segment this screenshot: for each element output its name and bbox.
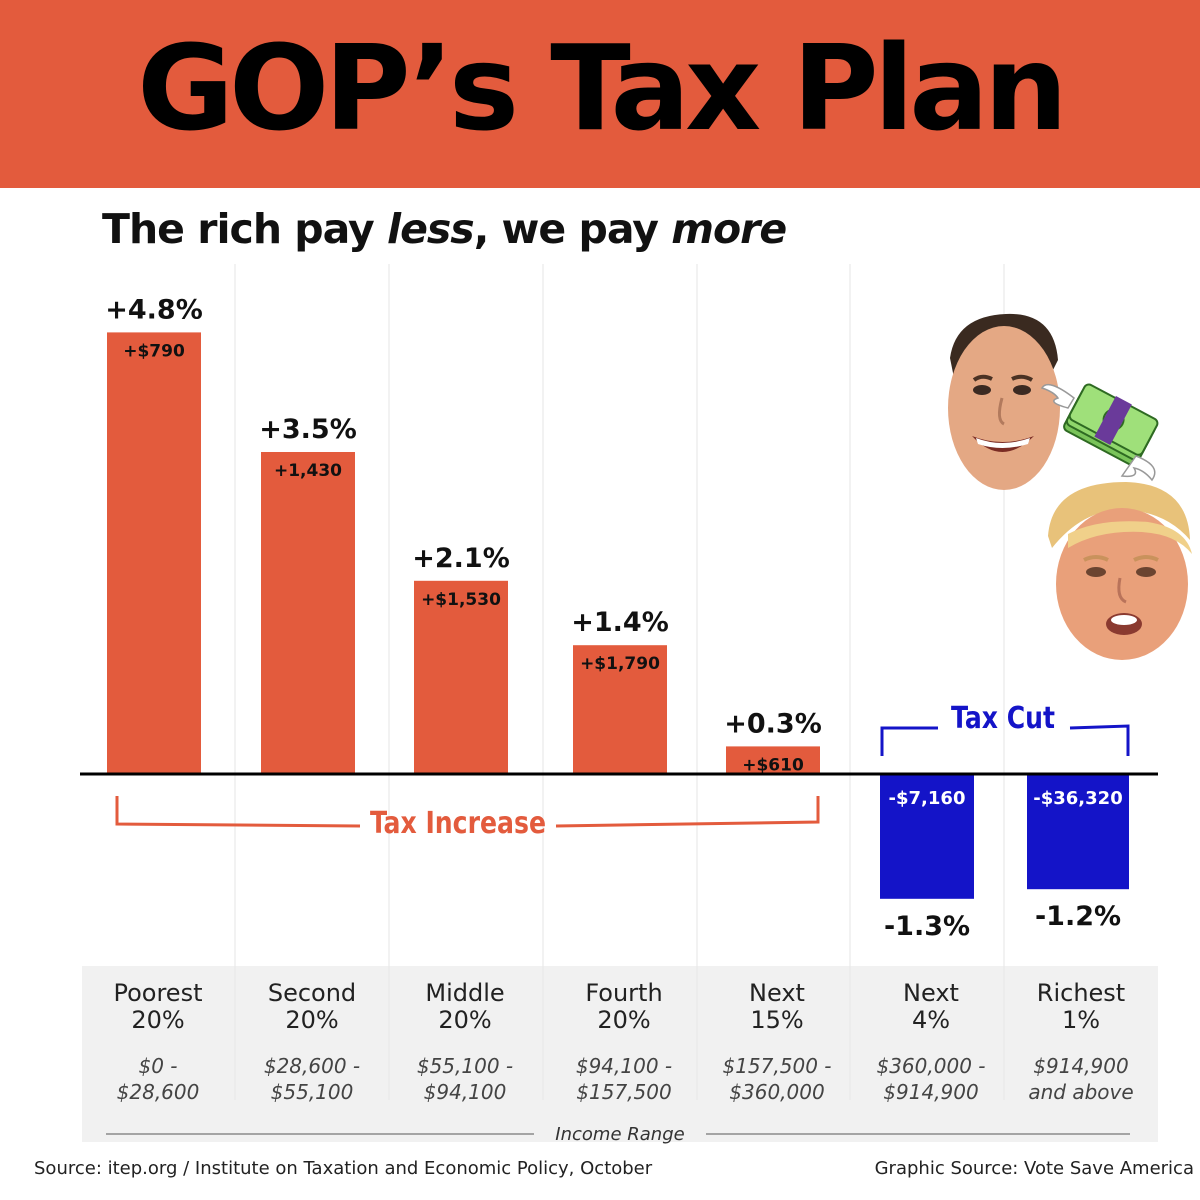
percent-label: +2.1% <box>412 543 510 574</box>
bar-6 <box>880 774 974 899</box>
tax-cut-bracket-left <box>880 726 938 756</box>
dollar-label: -$7,160 <box>889 788 966 809</box>
category-label: Middle <box>425 979 504 1007</box>
category-label: 20% <box>597 1006 650 1034</box>
category-label: 1% <box>1062 1006 1100 1034</box>
category-label: Second <box>268 979 356 1007</box>
page-title: GOP’s Tax Plan <box>137 19 1068 157</box>
subtitle-part1: The rich pay <box>102 205 388 253</box>
category-label: 20% <box>285 1006 338 1034</box>
dollar-label: +$1,530 <box>421 590 501 610</box>
bar-3 <box>414 580 508 774</box>
category-label: Poorest <box>113 979 202 1007</box>
category-label: 15% <box>750 1006 803 1034</box>
income-range-label: $914,900 <box>883 1080 978 1104</box>
dollar-label: +1,430 <box>274 461 342 481</box>
category-label: Fourth <box>585 979 662 1007</box>
bar-2 <box>261 452 355 774</box>
income-range-label: $55,100 - <box>417 1054 513 1078</box>
bar-4 <box>573 645 667 774</box>
source-note: Source: itep.org / Institute on Taxation… <box>34 1158 653 1179</box>
tax-cut-label: Tax Cut <box>951 701 1055 736</box>
percent-label: +0.3% <box>724 708 822 739</box>
man-face-illustration-2 <box>1048 482 1192 660</box>
tax-increase-label: Tax Increase <box>370 806 546 841</box>
category-label: 4% <box>912 1006 950 1034</box>
category-label: 20% <box>131 1006 184 1034</box>
percent-label: +3.5% <box>259 414 357 445</box>
percent-label: +1.4% <box>571 607 669 638</box>
income-range-label: $157,500 <box>576 1080 671 1104</box>
category-label: Next <box>749 979 805 1007</box>
x-axis-label: Income Range <box>555 1124 684 1145</box>
bar-5 <box>726 746 820 774</box>
subtitle: The rich pay less, we pay more <box>102 204 787 254</box>
income-range-label: $157,500 - <box>722 1054 831 1078</box>
tax-increase-bracket-right <box>555 796 820 828</box>
income-range-label: $28,600 <box>117 1080 200 1104</box>
tax-increase-bracket-left <box>115 796 361 828</box>
income-range-label: $28,600 - <box>264 1054 360 1078</box>
income-range-label: $94,100 <box>424 1080 507 1104</box>
category-label: Next <box>903 979 959 1007</box>
income-range-label: $94,100 - <box>576 1054 672 1078</box>
percent-label: -1.2% <box>1035 901 1121 932</box>
category-labels-panel <box>82 966 1158 1142</box>
percent-label: -1.3% <box>884 911 970 942</box>
income-range-label: $914,900 <box>1033 1054 1128 1078</box>
percent-label: +4.8% <box>105 294 203 325</box>
income-range-label: $360,000 - <box>876 1054 985 1078</box>
income-range-label: $55,100 <box>271 1080 354 1104</box>
dollar-label: +$1,790 <box>580 654 660 674</box>
subtitle-emphasis-less: less <box>387 205 475 253</box>
dollar-label: +$610 <box>742 755 804 775</box>
dollar-label: +$790 <box>123 341 185 361</box>
bar-1 <box>107 332 201 774</box>
subtitle-part2: , we pay <box>473 205 672 253</box>
dollar-label: -$36,320 <box>1033 788 1122 809</box>
title-banner <box>0 0 1200 188</box>
category-label: 20% <box>438 1006 491 1034</box>
income-range-label: $360,000 <box>729 1080 824 1104</box>
category-label: Richest <box>1037 979 1125 1007</box>
income-range-label: and above <box>1028 1080 1133 1104</box>
subtitle-emphasis-more: more <box>671 205 787 253</box>
man-face-illustration-1 <box>948 313 1159 490</box>
bar-7 <box>1027 774 1129 890</box>
graphic-source-note: Graphic Source: Vote Save America <box>874 1158 1194 1179</box>
tax-cut-bracket-right <box>1069 724 1130 756</box>
income-range-label: $0 - <box>138 1054 177 1078</box>
